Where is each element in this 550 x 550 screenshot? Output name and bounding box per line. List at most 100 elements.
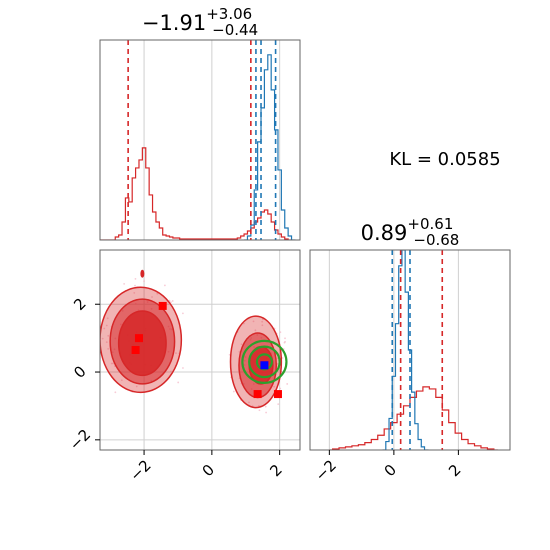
red-square-marker bbox=[253, 390, 262, 399]
sample-point bbox=[277, 403, 280, 406]
sample-point bbox=[281, 357, 284, 359]
sample-point bbox=[120, 379, 123, 382]
sample-point bbox=[105, 341, 108, 344]
sample-point bbox=[232, 390, 235, 393]
sample-point bbox=[286, 383, 289, 385]
sample-point bbox=[273, 385, 276, 388]
sample-point bbox=[143, 280, 145, 283]
title-superscript: +0.61 bbox=[407, 215, 453, 233]
title-subscript: −0.68 bbox=[413, 231, 459, 249]
y-tick-label: 0 bbox=[70, 362, 89, 381]
panel-bottom-right-histogram: −2 0 2 0.89+0.61 −0.68 bbox=[309, 215, 511, 485]
sample-point bbox=[177, 381, 180, 384]
sample-point bbox=[284, 337, 286, 340]
sample-point bbox=[133, 292, 136, 294]
panel-frame bbox=[99, 39, 301, 241]
sample-point bbox=[110, 362, 113, 365]
sample-point bbox=[101, 337, 104, 340]
sample-point bbox=[265, 411, 267, 414]
axis-ticks: −2 0 2 bbox=[312, 450, 465, 485]
panel-top-left-histogram: −1.91+3.06 −0.44 bbox=[99, 5, 301, 241]
title-value: −1.91 bbox=[142, 11, 206, 35]
red-square-marker bbox=[134, 334, 143, 343]
sample-point bbox=[276, 363, 279, 365]
y-tick-label: −2 bbox=[66, 426, 94, 454]
sample-point bbox=[182, 312, 184, 315]
red-square-marker bbox=[131, 346, 140, 354]
sample-point bbox=[258, 405, 260, 407]
sample-point bbox=[169, 370, 172, 373]
green-contour-level-0 bbox=[241, 339, 288, 384]
sample-point bbox=[91, 324, 93, 326]
blue-square-marker bbox=[260, 361, 269, 370]
sample-point bbox=[163, 284, 166, 287]
x-tick-label: −2 bbox=[126, 456, 154, 484]
sample-point bbox=[95, 354, 97, 356]
sample-point bbox=[175, 352, 177, 355]
sample-point bbox=[170, 301, 172, 304]
sample-point bbox=[97, 340, 99, 342]
histogram-series bbox=[329, 250, 498, 450]
sample-point bbox=[264, 405, 267, 408]
green-contour-level-1 bbox=[248, 345, 281, 379]
sample-point bbox=[261, 320, 264, 323]
sample-point bbox=[114, 391, 117, 394]
sample-point bbox=[97, 319, 99, 321]
panel-frame bbox=[309, 249, 511, 451]
sample-point bbox=[156, 292, 159, 295]
quantile-lines bbox=[391, 250, 444, 450]
sample-point bbox=[240, 343, 243, 346]
histogram-step-1 bbox=[382, 250, 429, 450]
sample-point bbox=[252, 320, 255, 323]
sample-point bbox=[243, 322, 245, 325]
sample-point bbox=[107, 334, 110, 337]
sample-point bbox=[279, 387, 282, 390]
sample-point bbox=[284, 340, 286, 343]
x-tick-label: 0 bbox=[381, 461, 400, 480]
panel-bottom-left-scatter: −2 −2 0 0 2 2 bbox=[66, 249, 301, 485]
sample-point bbox=[103, 327, 106, 330]
sample-point bbox=[94, 324, 96, 326]
panel-frame bbox=[99, 249, 301, 451]
sample-point bbox=[182, 367, 184, 369]
red-square-marker bbox=[273, 390, 282, 399]
grid bbox=[328, 250, 459, 450]
title-value: 0.89 bbox=[361, 221, 408, 245]
histogram-step-0 bbox=[329, 386, 498, 450]
x-tick-label: 2 bbox=[445, 461, 464, 480]
sample-point bbox=[134, 277, 137, 280]
title-subscript: −0.44 bbox=[212, 21, 258, 39]
sample-point bbox=[171, 300, 174, 302]
panel-title: 0.89+0.61 −0.68 bbox=[361, 215, 460, 249]
outlier-point bbox=[140, 269, 145, 278]
sample-point bbox=[123, 282, 126, 285]
sample-point bbox=[261, 324, 264, 327]
sample-point bbox=[261, 318, 264, 321]
kl-annotation: KL = 0.0585 bbox=[389, 149, 500, 170]
grid bbox=[143, 40, 281, 240]
histogram-series bbox=[100, 54, 296, 240]
x-tick-label: −2 bbox=[312, 456, 340, 484]
sample-point bbox=[279, 331, 282, 334]
x-tick-label: 0 bbox=[199, 461, 218, 480]
green-contour-level-2 bbox=[255, 353, 273, 371]
red-square-marker bbox=[158, 301, 167, 310]
sample-point bbox=[135, 385, 138, 388]
sample-point bbox=[254, 329, 257, 332]
sample-point bbox=[106, 317, 109, 320]
sample-point bbox=[91, 359, 93, 361]
sample-point bbox=[107, 347, 110, 350]
sample-point bbox=[248, 401, 250, 404]
histogram-step-1 bbox=[244, 54, 296, 240]
red-contour-level-2 bbox=[117, 310, 167, 377]
sample-point bbox=[258, 409, 261, 412]
x-tick-label: 2 bbox=[266, 461, 285, 480]
density-contours bbox=[91, 269, 289, 414]
sample-point bbox=[112, 362, 114, 365]
sample-point bbox=[105, 324, 108, 327]
title-superscript: +3.06 bbox=[206, 5, 252, 23]
histogram-step-0 bbox=[100, 147, 293, 240]
panel-title: −1.91+3.06 −0.44 bbox=[142, 5, 258, 39]
y-tick-label: 2 bbox=[70, 294, 89, 313]
